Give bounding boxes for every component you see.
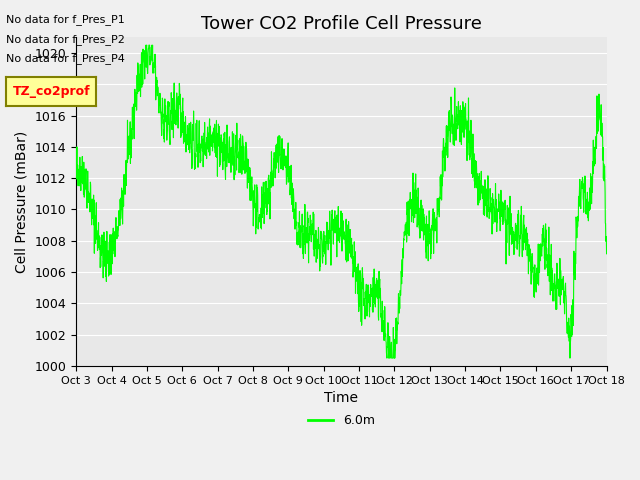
X-axis label: Time: Time	[324, 391, 358, 405]
Y-axis label: Cell Pressure (mBar): Cell Pressure (mBar)	[15, 131, 29, 273]
Text: No data for f_Pres_P2: No data for f_Pres_P2	[6, 34, 125, 45]
Text: TZ_co2prof: TZ_co2prof	[12, 84, 90, 98]
Text: No data for f_Pres_P4: No data for f_Pres_P4	[6, 53, 125, 64]
Text: No data for f_Pres_P1: No data for f_Pres_P1	[6, 14, 125, 25]
Legend: 6.0m: 6.0m	[303, 409, 380, 432]
Title: Tower CO2 Profile Cell Pressure: Tower CO2 Profile Cell Pressure	[201, 15, 482, 33]
